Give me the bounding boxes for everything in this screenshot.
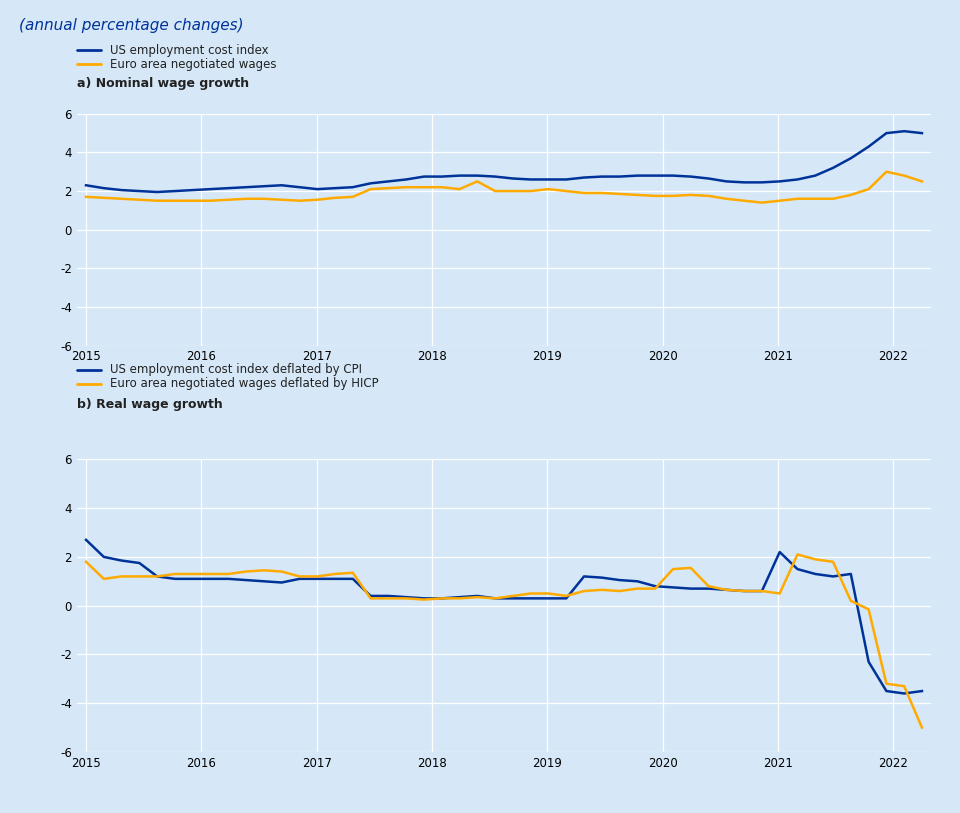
Text: Euro area negotiated wages deflated by HICP: Euro area negotiated wages deflated by H… (110, 377, 379, 390)
Text: a) Nominal wage growth: a) Nominal wage growth (77, 77, 249, 90)
Text: US employment cost index: US employment cost index (110, 44, 269, 57)
Text: b) Real wage growth: b) Real wage growth (77, 398, 223, 411)
Text: Euro area negotiated wages: Euro area negotiated wages (110, 58, 276, 71)
Text: (annual percentage changes): (annual percentage changes) (19, 18, 244, 33)
Text: US employment cost index deflated by CPI: US employment cost index deflated by CPI (110, 363, 362, 376)
